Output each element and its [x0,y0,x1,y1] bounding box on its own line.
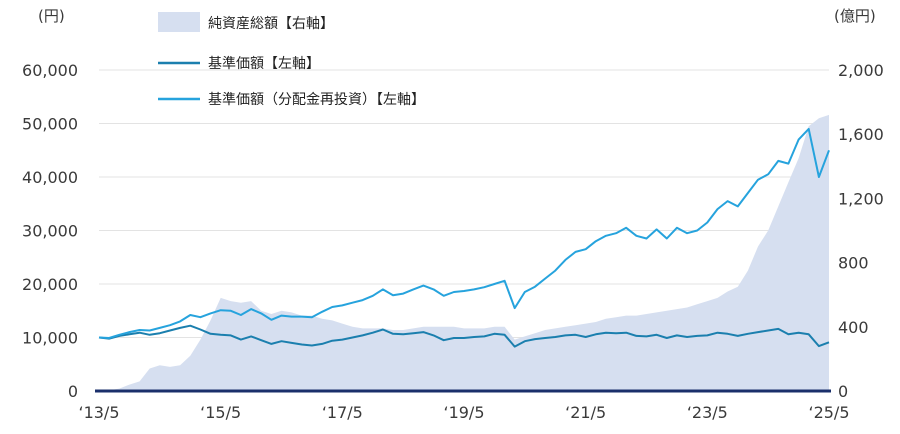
left-tick-label: 50,000 [22,115,78,134]
x-tick-label: ‘15/5 [200,403,241,422]
legend-label-nav-reinvested: 基準価額（分配金再投資）【左軸】 [208,91,425,108]
nav-reinvested-line-series [98,127,830,339]
left-tick-label: 10,000 [22,329,78,348]
right-tick-label: 400 [838,318,869,337]
left-tick-label: 60,000 [22,61,78,80]
legend-swatch-aum [158,12,200,32]
legend-label-nav: 基準価額【左軸】 [208,55,320,72]
left-tick-label: 20,000 [22,275,78,294]
legend-label-aum: 純資産総額【右軸】 [208,16,334,32]
right-axis-unit: (億円) [834,7,876,25]
left-tick-label: 30,000 [22,222,78,241]
x-tick-label: ‘13/5 [78,403,119,422]
left-tick-label: 40,000 [22,168,78,187]
right-tick-label: 0 [838,382,848,401]
right-tick-label: 800 [838,254,869,273]
right-tick-label: 1,600 [838,125,884,144]
nav-line-series [98,324,830,348]
right-tick-label: 1,200 [838,189,884,208]
right-tick-label: 2,000 [838,61,884,80]
x-tick-label: ‘17/5 [322,403,363,422]
left-axis-unit: (円) [38,7,65,25]
x-tick-label: ‘23/5 [687,403,728,422]
aum-area-series [99,114,829,392]
left-tick-label: 0 [68,382,78,401]
x-tick-label: ‘21/5 [565,403,606,422]
x-axis-ticks: ‘13/5 ‘15/5 ‘17/5 ‘19/5 ‘21/5 ‘23/5 ‘25/5 [78,403,849,422]
x-tick-label: ‘19/5 [443,403,484,422]
legend: 純資産総額【右軸】 基準価額【左軸】 基準価額（分配金再投資）【左軸】 [158,12,425,108]
left-axis-ticks: 0 10,000 20,000 30,000 40,000 50,000 60,000 [22,61,78,401]
right-axis-ticks: 0 400 800 1,200 1,600 2,000 [838,61,884,401]
x-tick-label: ‘25/5 [808,403,849,422]
